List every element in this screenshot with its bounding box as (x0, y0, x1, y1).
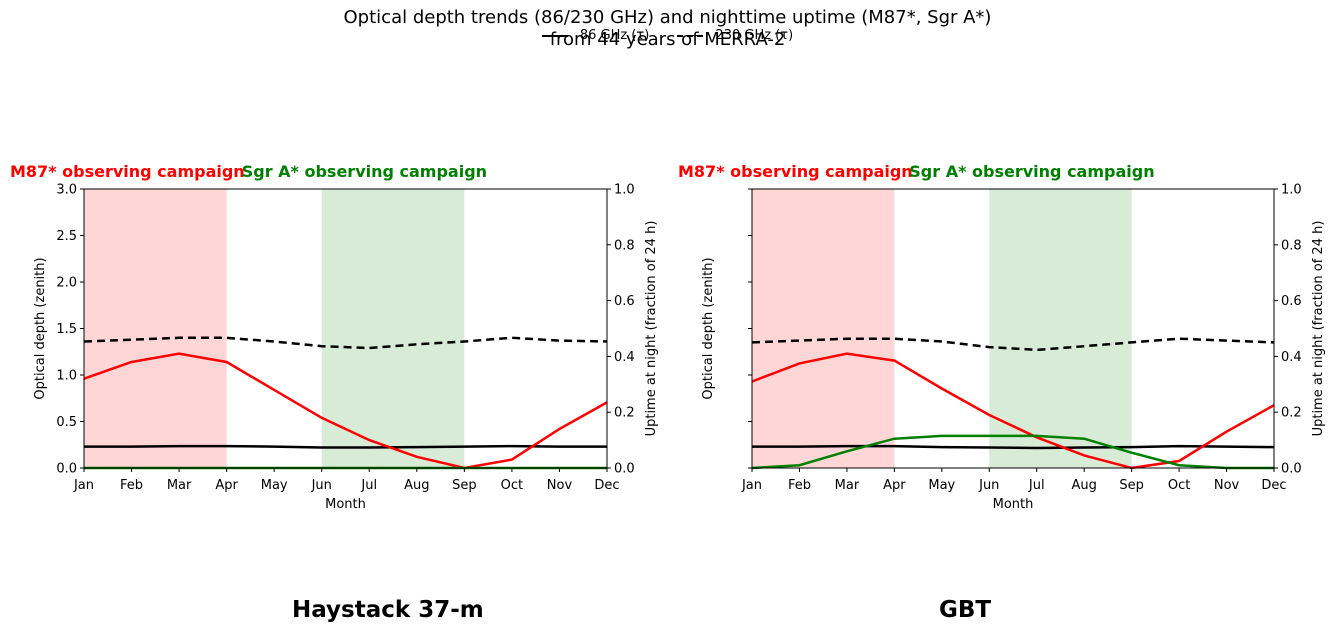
chart1-ytick-right-label: 0.4 (1281, 350, 1302, 365)
chart0-ytick-right-label: 0.0 (614, 462, 635, 477)
chart0-ytick-right-label: 0.6 (614, 294, 635, 309)
legend-entry-86: 86 GHz (τ) (536, 28, 655, 43)
chart1-tau230-line (751, 337, 1275, 352)
chart0-ytick-right-label: 0.8 (614, 238, 635, 253)
chart1-xtick-label: Jan (741, 478, 762, 493)
chart0-xtick-label: Apr (215, 478, 238, 493)
legend-entry-230: 230 GHz (τ) (671, 28, 799, 43)
chart1-xtick-label: Aug (1071, 478, 1096, 493)
chart1-ylabel-left: Optical depth (zenith) (701, 257, 716, 399)
station-label-gbt: GBT (939, 597, 992, 623)
chart1-ytick-right-label: 1.0 (1281, 183, 1302, 198)
chart1-xtick-label: May (928, 478, 955, 493)
chart0-xtick-label: Jul (360, 478, 377, 493)
chart0-xtick-label: Mar (167, 478, 192, 493)
chart1-xtick-label: Mar (835, 478, 860, 493)
chart0-xtick-label: May (261, 478, 288, 493)
chart0-xtick-label: Jan (73, 478, 94, 493)
chart1-xtick-label: Sep (1119, 478, 1144, 493)
chart1-ylabel-right: Uptime at night (fraction of 24 h) (1311, 221, 1326, 437)
chart0-xtick-label: Feb (120, 478, 143, 493)
chart0-ytick-left-label: 3.0 (56, 183, 77, 198)
legend-label-230: 230 GHz (τ) (715, 28, 794, 43)
chart0-xlabel: Month (325, 497, 366, 512)
chart0-ytick-left-label: 2.5 (56, 229, 77, 244)
legend-swatch-230 (677, 34, 704, 37)
figure-title-line2: from 44 years of MERRA-2 (549, 29, 786, 50)
chart0-ytick-right-label: 1.0 (614, 183, 635, 198)
chart1-ytick-right-label: 0.2 (1281, 406, 1302, 421)
figure-title-line1: Optical depth trends (86/230 GHz) and ni… (343, 7, 992, 28)
chart0-ylabel-right: Uptime at night (fraction of 24 h) (644, 221, 659, 437)
chart0-ytick-left-label: 1.5 (56, 322, 77, 337)
chart0-ytick-right-label: 0.4 (614, 350, 635, 365)
chart1-xtick-label: Jun (978, 478, 999, 493)
chart0-xtick-label: Dec (594, 478, 619, 493)
chart1-xtick-label: Feb (788, 478, 811, 493)
station-label-haystack: Haystack 37-m (292, 597, 484, 623)
chart1-sgra-campaign-label: Sgr A* observing campaign (909, 162, 1154, 181)
chart0-tau230-line (83, 336, 608, 350)
chart0-ytick-left-label: 0.5 (56, 415, 77, 430)
chart1-m87-campaign-label: M87* observing campaign (678, 162, 913, 181)
chart0-m87-campaign-label: M87* observing campaign (10, 162, 245, 181)
chart0-xtick-label: Nov (547, 478, 573, 493)
chart1-xtick-label: Dec (1261, 478, 1286, 493)
chart1-sgra-uptime-line (751, 434, 1274, 470)
chart0-ytick-left-label: 1.0 (56, 369, 77, 384)
chart0-ylabel-left: Optical depth (zenith) (33, 257, 48, 399)
chart1-ytick-right-label: 0.0 (1281, 462, 1302, 477)
legend-swatch-86 (541, 34, 568, 37)
chart1-xtick-label: Oct (1168, 478, 1190, 493)
chart1-ytick-right-label: 0.6 (1281, 294, 1302, 309)
chart1-ytick-right-label: 0.8 (1281, 238, 1302, 253)
chart0-m87-campaign-band (84, 189, 227, 468)
chart1-m87-uptime-line (751, 352, 1275, 470)
chart0-xtick-label: Sep (452, 478, 477, 493)
chart0-tau86-line (84, 444, 607, 449)
chart1-xtick-label: Nov (1214, 478, 1240, 493)
chart0-ytick-left-label: 2.0 (56, 276, 77, 291)
chart1-xlabel: Month (993, 497, 1034, 512)
chart1-sgra-campaign-band (989, 189, 1132, 468)
chart0-xtick-label: Aug (404, 478, 429, 493)
chart1-xtick-label: Apr (883, 478, 906, 493)
chart0-xtick-label: Oct (501, 478, 523, 493)
chart0-sgra-campaign-label: Sgr A* observing campaign (242, 162, 487, 181)
chart0-xtick-label: Jun (311, 478, 332, 493)
chart0-ytick-left-label: 0.0 (56, 462, 77, 477)
chart0-m87-uptime-line (83, 352, 608, 470)
chart1-tau86-line (752, 444, 1275, 450)
chart1-m87-campaign-band (752, 189, 895, 468)
legend-label-86: 86 GHz (τ) (579, 28, 650, 43)
legend: 86 GHz (τ) 230 GHz (τ) (0, 28, 1335, 43)
chart1-xtick-label: Jul (1028, 478, 1045, 493)
chart0-sgra-campaign-band (321, 189, 465, 468)
chart0-ytick-right-label: 0.2 (614, 406, 635, 421)
